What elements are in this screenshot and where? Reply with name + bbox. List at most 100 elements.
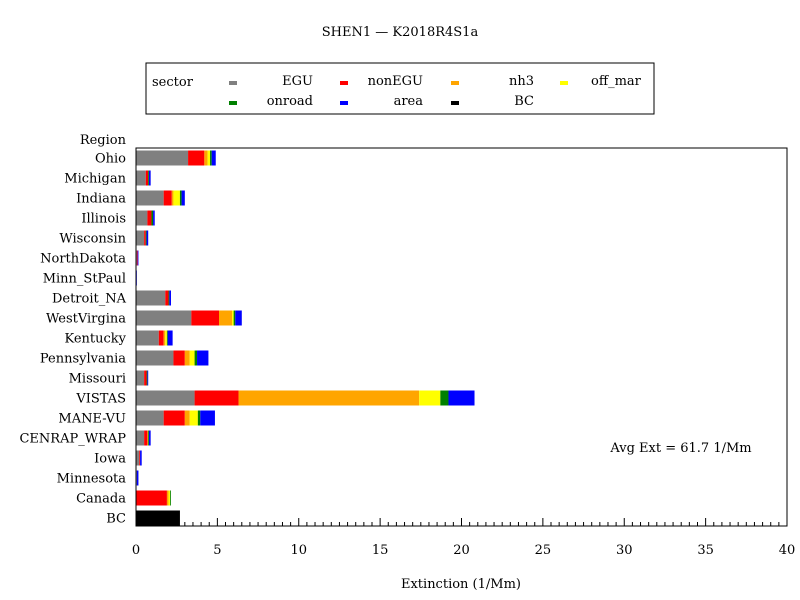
bar-segment-nonegu	[136, 250, 138, 266]
bar-segment-onroad	[145, 230, 147, 246]
bar-segment-area	[167, 330, 173, 346]
x-tick-label: 0	[132, 543, 140, 558]
category-label: Michigan	[64, 172, 126, 187]
bar-segment-nonegu	[191, 310, 220, 326]
bar-segment-area	[197, 350, 209, 366]
bar-segment-area	[149, 170, 151, 186]
category-label: Kentucky	[64, 332, 126, 347]
bar-segment-onroad	[148, 170, 150, 186]
legend-swatch	[229, 81, 237, 85]
bar-segment-nonegu	[165, 290, 169, 306]
category-label: Indiana	[76, 192, 126, 207]
x-tick-label: 30	[616, 543, 633, 558]
bar-segment-nonegu	[136, 490, 167, 506]
bar-segment-area	[137, 250, 139, 266]
bar-segment-nh3	[163, 330, 166, 346]
x-axis-label: Extinction (1/Mm)	[401, 577, 521, 592]
bar-segment-off-mar	[189, 350, 195, 366]
bar-segment-nonegu	[144, 370, 147, 386]
bar-segment-nh3	[184, 350, 190, 366]
bar-segment-onroad	[168, 290, 170, 306]
bar-segment-nh3	[171, 190, 174, 206]
legend-swatch	[340, 101, 348, 105]
legend-label: EGU	[282, 74, 313, 89]
bar-segment-nh3	[219, 310, 233, 326]
bar-segment-nonegu	[139, 450, 141, 466]
bar-segment-nonegu	[163, 410, 185, 426]
bar-segment-nh3	[147, 430, 149, 446]
category-label: CENRAP_WRAP	[19, 432, 126, 447]
legend-swatch	[229, 101, 237, 105]
category-label: Missouri	[69, 372, 126, 387]
legend-label: area	[394, 94, 424, 109]
bar-segment-onroad	[210, 150, 212, 166]
legend-label: nonEGU	[368, 74, 423, 89]
category-label: WestVirgina	[46, 312, 126, 327]
x-tick-label: 15	[372, 543, 389, 558]
bar-segment-nonegu	[145, 170, 149, 186]
x-tick-label: 40	[779, 543, 796, 558]
x-tick-label: 5	[213, 543, 221, 558]
category-label: Wisconsin	[59, 232, 126, 247]
bar-segment-nonegu	[147, 210, 152, 226]
legend-label: BC	[514, 94, 534, 109]
legend-label: onroad	[267, 94, 313, 109]
bar-segment-off-mar	[232, 310, 234, 326]
bar-segment-onroad	[194, 350, 198, 366]
bar-segment-nh3	[238, 390, 420, 406]
x-tick-label: 35	[697, 543, 714, 558]
bar-segment-egu	[136, 370, 145, 386]
bar-segment-onroad	[170, 490, 171, 506]
bar-segment-egu	[136, 350, 174, 366]
category-label: NorthDakota	[40, 252, 126, 267]
legend-swatch	[451, 101, 459, 105]
bar-segment-nonegu	[188, 150, 205, 166]
category-label: MANE-VU	[58, 412, 126, 427]
x-tick-label: 25	[535, 543, 552, 558]
bar-segment-nonegu	[173, 350, 185, 366]
legend-box	[145, 62, 655, 115]
bar-segment-nonegu	[194, 390, 239, 406]
bar-segment-nonegu	[144, 230, 146, 246]
chart-title: SHEN1 — K2018R4S1a	[322, 25, 479, 40]
bar-segment-nh3	[166, 490, 169, 506]
bar-segment-off-mar	[207, 150, 211, 166]
bar-segment-egu	[136, 450, 140, 466]
bar-segment-off-mar	[189, 410, 198, 426]
x-tick-label: 10	[290, 543, 307, 558]
bar-segment-onroad	[440, 390, 449, 406]
bar-segment-egu	[136, 390, 195, 406]
bar-segment-egu	[136, 330, 159, 346]
legend-swatch	[560, 81, 568, 85]
y-axis-label: Region	[80, 133, 127, 148]
bar-segment-egu	[136, 410, 164, 426]
bar-segment-area	[181, 190, 185, 206]
bar-segment-onroad	[179, 190, 182, 206]
bar-segment-egu	[136, 290, 166, 306]
bar-segment-egu	[136, 210, 148, 226]
bar-segment-egu	[136, 230, 145, 246]
bar-segment-area	[153, 210, 155, 226]
plot-frame	[135, 147, 788, 527]
legend-title: sector	[152, 75, 194, 90]
bar-segment-area	[146, 230, 149, 246]
bar-segment-nonegu	[163, 190, 172, 206]
bar-segment-onroad	[151, 210, 154, 226]
bar-segment-egu	[136, 310, 192, 326]
category-label: BC	[106, 512, 126, 527]
bar-segment-onroad	[148, 430, 150, 446]
bar-segment-egu	[136, 170, 146, 186]
annotation-avg-ext: Avg Ext = 61.7 1/Mm	[609, 441, 751, 456]
bar-segment-off-mar	[168, 490, 171, 506]
bar-segment-bc	[136, 510, 180, 526]
bar-segment-off-mar	[173, 190, 180, 206]
category-label: Pennsylvania	[40, 352, 126, 367]
legend-label: nh3	[509, 74, 534, 89]
category-label: Minn_StPaul	[43, 272, 126, 287]
bar-segment-nh3	[204, 150, 208, 166]
bar-segment-area	[140, 450, 142, 466]
category-label: Detroit_NA	[52, 292, 127, 307]
category-label: Illinois	[81, 212, 126, 227]
category-label: Canada	[76, 492, 126, 507]
